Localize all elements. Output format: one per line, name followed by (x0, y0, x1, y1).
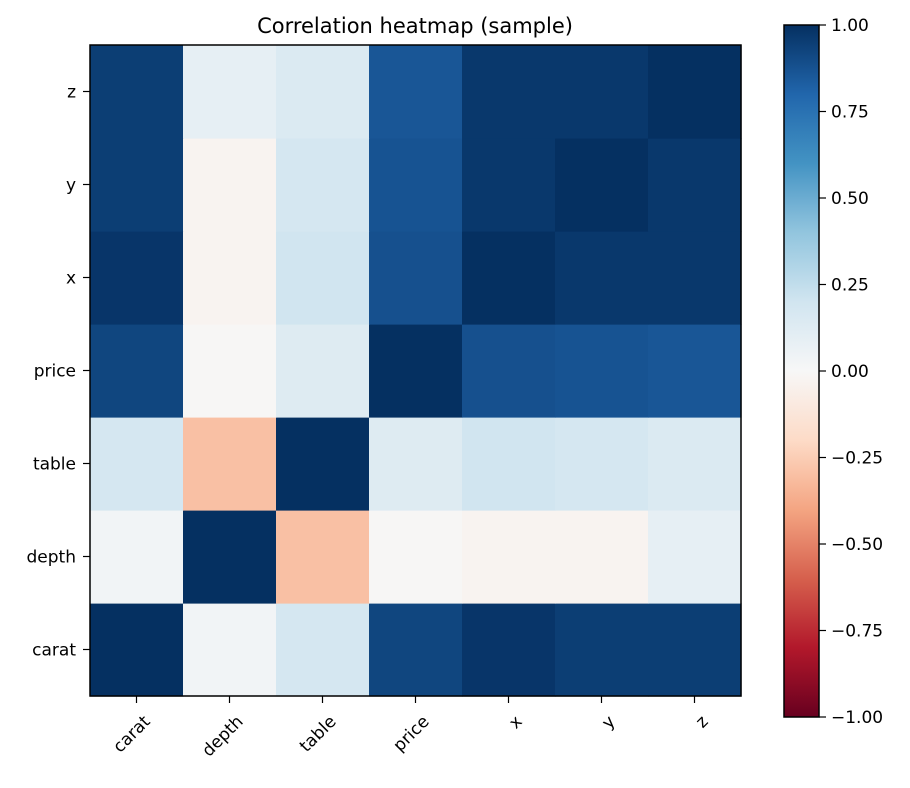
colorbar-tick-label: −0.75 (831, 622, 883, 642)
x-tick-label-y: y (598, 712, 619, 733)
colorbar-tick-label: 0.25 (831, 276, 869, 296)
heatmap-cell-x-y (555, 231, 649, 325)
heatmap-cell-carat-depth (183, 603, 277, 697)
y-tick-label-depth: depth (27, 548, 76, 568)
heatmap-cell-y-z (648, 138, 742, 232)
heatmap-cells (90, 45, 742, 697)
heatmap-cell-x-price (369, 231, 463, 325)
heatmap-cell-depth-price (369, 510, 463, 604)
y-tick-label-carat: carat (32, 641, 76, 661)
y-tick-label-z: z (67, 83, 76, 103)
heatmap-cell-x-carat (90, 231, 184, 325)
heatmap-cell-price-y (555, 324, 649, 418)
y-axis-ticks: carat depth table price x y z (27, 83, 90, 661)
heatmap-cell-y-depth (183, 138, 277, 232)
heatmap-cell-z-z (648, 45, 742, 139)
heatmap-cell-z-price (369, 45, 463, 139)
heatmap-cell-depth-z (648, 510, 742, 604)
heatmap-cell-price-depth (183, 324, 277, 418)
colorbar-tick-label: 0.50 (831, 189, 869, 209)
colorbar (783, 24, 820, 718)
colorbar-tick-label: −0.50 (831, 535, 883, 555)
heatmap-cell-table-price (369, 417, 463, 511)
heatmap-cell-table-y (555, 417, 649, 511)
chart-title: Correlation heatmap (sample) (257, 14, 573, 38)
y-tick-label-table: table (33, 455, 76, 475)
heatmap-cell-x-table (276, 231, 370, 325)
heatmap-cell-z-depth (183, 45, 277, 139)
heatmap-cell-table-x (462, 417, 556, 511)
heatmap-cell-price-carat (90, 324, 184, 418)
heatmap-cell-depth-carat (90, 510, 184, 604)
heatmap-cell-table-z (648, 417, 742, 511)
heatmap-cell-carat-table (276, 603, 370, 697)
heatmap-cell-depth-table (276, 510, 370, 604)
y-tick-label-x: x (66, 269, 76, 289)
x-tick-label-z: z (692, 712, 713, 733)
heatmap-cell-price-z (648, 324, 742, 418)
heatmap-cell-carat-z (648, 603, 742, 697)
heatmap-cell-y-x (462, 138, 556, 232)
heatmap-cell-price-table (276, 324, 370, 418)
heatmap-cell-x-depth (183, 231, 277, 325)
heatmap-cell-table-carat (90, 417, 184, 511)
colorbar-tick-label: −0.25 (831, 449, 883, 469)
heatmap-cell-depth-y (555, 510, 649, 604)
x-tick-label-price: price (389, 712, 433, 756)
colorbar-tick-label: 1.00 (831, 16, 869, 36)
colorbar-tick-label: −1.00 (831, 708, 883, 728)
heatmap-cell-carat-y (555, 603, 649, 697)
heatmap-cell-z-y (555, 45, 649, 139)
heatmap-cell-depth-depth (183, 510, 277, 604)
y-tick-label-price: price (34, 362, 76, 382)
heatmap-cell-y-y (555, 138, 649, 232)
heatmap-cell-price-price (369, 324, 463, 418)
heatmap-cell-z-x (462, 45, 556, 139)
heatmap-cell-y-price (369, 138, 463, 232)
x-tick-label-x: x (505, 712, 526, 733)
heatmap-cell-price-x (462, 324, 556, 418)
heatmap-cell-table-table (276, 417, 370, 511)
colorbar-tick-label: 0.00 (831, 362, 869, 382)
heatmap-cell-table-depth (183, 417, 277, 511)
heatmap-cell-z-table (276, 45, 370, 139)
heatmap-cell-x-x (462, 231, 556, 325)
heatmap-cell-y-table (276, 138, 370, 232)
heatmap-cell-carat-carat (90, 603, 184, 697)
heatmap-cell-depth-x (462, 510, 556, 604)
colorbar-ticks: 1.00 0.75 0.50 0.25 0.00 −0.25 −0.50 −0.75 −1.00 (819, 16, 883, 728)
y-tick-label-y: y (66, 176, 76, 196)
x-tick-label-table: table (296, 712, 341, 757)
heatmap-cell-y-carat (90, 138, 184, 232)
heatmap-cell-carat-x (462, 603, 556, 697)
x-tick-label-carat: carat (109, 712, 154, 757)
x-axis-ticks: carat depth table price x y z (109, 696, 713, 761)
heatmap-cell-carat-price (369, 603, 463, 697)
x-tick-label-depth: depth (198, 712, 247, 761)
heatmap-cell-z-carat (90, 45, 184, 139)
colorbar-tick-label: 0.75 (831, 103, 869, 123)
heatmap-cell-x-z (648, 231, 742, 325)
